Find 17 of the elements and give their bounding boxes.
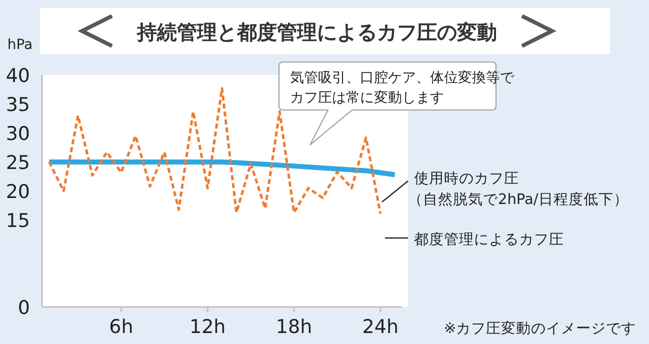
y-tick-label: 15 [6, 210, 30, 232]
y-tick-label: 25 [6, 152, 30, 174]
text: 都度管理によるカフ圧 [414, 231, 564, 248]
chart-title: 持続管理と都度管理によるカフ圧の変動 [136, 20, 497, 44]
y-tick-label: 35 [6, 94, 30, 116]
annotation: 気管吸引、口腔ケア、体位変換等でカフ圧は常に変動します [290, 70, 515, 106]
x-tick-label: 6h [109, 316, 134, 338]
series-label: 使用時のカフ圧（自然脱気で2hPa/日程度低下） [408, 170, 628, 208]
x-tick-label: 24h [362, 316, 399, 338]
text: ※カフ圧変動のイメージです [444, 320, 636, 337]
y-tick-label: 40 [6, 65, 30, 87]
y-tick-label: 0 [18, 297, 30, 319]
y-tick-label: 30 [6, 123, 30, 145]
x-tick-label: 18h [276, 316, 312, 338]
x-tick-label: 12h [189, 316, 226, 338]
y-tick-label: 20 [6, 181, 30, 203]
y-axis-title: hPa [7, 37, 33, 53]
